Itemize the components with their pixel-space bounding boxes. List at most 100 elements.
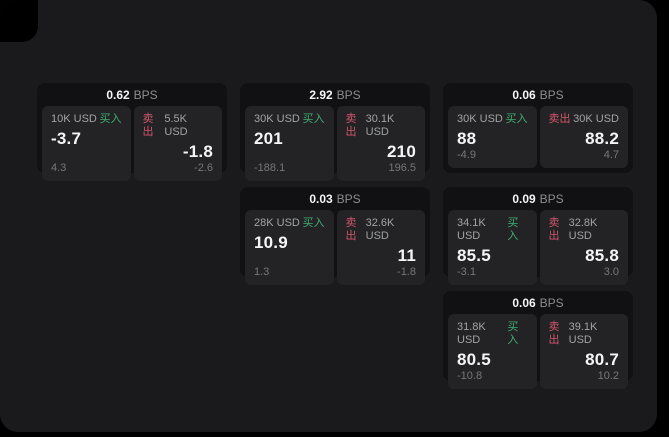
sell-delta: -1.8 [397,266,416,278]
card-body: 28K USD 买入 10.9 1.3 卖出 32.6K USD 11 -1.8 [245,210,425,285]
sell-label-row: 卖出 32.8K USD [549,217,620,243]
bps-value: 0.09 [512,192,536,206]
buy-amount: 28K USD [254,217,300,229]
buy-price: 88 [457,129,477,148]
buy-amount: 30K USD [254,113,300,125]
buy-delta: 4.3 [51,162,67,174]
buy-panel[interactable]: 10K USD 买入 -3.7 4.3 [42,106,131,181]
quote-card-4: 0.03 BPS 28K USD 买入 10.9 1.3 卖出 32.6K US… [240,187,430,285]
sell-delta: 196.5 [388,162,416,174]
buy-delta: -188.1 [254,162,286,174]
buy-side-label: 买入 [99,113,122,125]
card-header: 0.09 BPS [448,191,628,208]
card-header: 0.06 BPS [448,295,628,312]
sell-amount: 32.8K USD [568,217,598,242]
sell-price: 85.8 [585,246,619,265]
bps-value: 0.06 [512,88,536,102]
sell-price: 210 [387,142,416,161]
bps-unit-label: BPS [133,88,158,102]
sell-delta: 3.0 [603,266,619,278]
sell-panel[interactable]: 卖出 5.5K USD -1.8 -2.6 [133,106,222,181]
card-body: 31.8K USD 买入 80.5 -10.8 卖出 39.1K USD 80.… [448,314,628,389]
buy-price: 10.9 [254,233,288,252]
buy-panel[interactable]: 34.1K USD 买入 85.5 -3.1 [448,210,537,285]
buy-delta: 1.3 [254,266,270,278]
card-header: 0.62 BPS [42,87,222,104]
corner-overlay [0,0,38,42]
main-panel: 0.62 BPS 10K USD 买入 -3.7 4.3 卖出 5.5K USD [0,0,657,432]
buy-amount: 10K USD [51,113,97,125]
sell-panel[interactable]: 卖出 30K USD 88.2 4.7 [539,106,628,168]
sell-panel[interactable]: 卖出 39.1K USD 80.7 10.2 [539,314,628,389]
buy-delta: -4.9 [457,149,476,161]
sell-amount: 32.6K USD [365,217,395,242]
sell-price: -1.8 [182,142,213,161]
buy-label-row: 34.1K USD 买入 [457,217,528,243]
sell-label-row: 卖出 5.5K USD [143,113,214,139]
buy-delta: -10.8 [457,370,483,382]
bps-unit-label: BPS [336,192,361,206]
bps-value: 2.92 [309,88,333,102]
bps-value: 0.03 [309,192,333,206]
buy-side-label: 买入 [507,217,519,242]
buy-label-row: 30K USD 买入 [457,113,528,126]
bps-unit-label: BPS [336,88,361,102]
card-body: 30K USD 买入 88 -4.9 卖出 30K USD 88.2 4.7 [448,106,628,168]
quote-card-6: 0.06 BPS 31.8K USD 买入 80.5 -10.8 卖出 39.1… [443,291,633,389]
sell-label-row: 卖出 30.1K USD [346,113,417,139]
bps-unit-label: BPS [539,296,564,310]
buy-panel[interactable]: 30K USD 买入 201 -188.1 [245,106,334,181]
sell-price: 11 [397,246,416,265]
quote-card-1: 0.62 BPS 10K USD 买入 -3.7 4.3 卖出 5.5K USD [37,83,227,181]
quote-card-3: 0.06 BPS 30K USD 买入 88 -4.9 卖出 30K USD [443,83,633,173]
buy-label-row: 30K USD 买入 [254,113,325,126]
sell-delta: 4.7 [603,149,619,161]
card-header: 0.03 BPS [245,191,425,208]
bps-value: 0.06 [512,296,536,310]
card-header: 2.92 BPS [245,87,425,104]
buy-price: 85.5 [457,246,491,265]
sell-amount: 30.1K USD [365,113,395,138]
sell-panel[interactable]: 卖出 32.8K USD 85.8 3.0 [539,210,628,285]
bps-unit-label: BPS [539,192,564,206]
buy-delta: -3.1 [457,266,476,278]
sell-side-label: 卖出 [548,217,560,242]
quote-card-5: 0.09 BPS 34.1K USD 买入 85.5 -3.1 卖出 32.8K… [443,187,633,285]
sell-delta: -2.6 [194,162,213,174]
buy-amount: 34.1K USD [457,217,486,242]
card-body: 10K USD 买入 -3.7 4.3 卖出 5.5K USD -1.8 -2.… [42,106,222,181]
buy-label-row: 10K USD 买入 [51,113,122,126]
quote-card-2: 2.92 BPS 30K USD 买入 201 -188.1 卖出 30.1K … [240,83,430,181]
sell-amount: 5.5K USD [164,113,188,138]
sell-side-label: 卖出 [345,217,357,242]
sell-label-row: 卖出 32.6K USD [346,217,417,243]
card-body: 34.1K USD 买入 85.5 -3.1 卖出 32.8K USD 85.8… [448,210,628,285]
buy-side-label: 买入 [302,217,325,229]
buy-price: 201 [254,129,283,148]
buy-panel[interactable]: 28K USD 买入 10.9 1.3 [245,210,334,285]
buy-price: 80.5 [457,350,491,369]
sell-panel[interactable]: 卖出 32.6K USD 11 -1.8 [336,210,425,285]
card-body: 30K USD 买入 201 -188.1 卖出 30.1K USD 210 1… [245,106,425,181]
buy-price: -3.7 [51,129,82,148]
sell-price: 80.7 [585,350,619,369]
bps-value: 0.62 [106,88,130,102]
sell-delta: 10.2 [597,370,619,382]
buy-amount: 31.8K USD [457,321,486,346]
sell-side-label: 卖出 [142,113,154,138]
sell-side-label: 卖出 [345,113,357,138]
sell-price: 88.2 [585,129,619,148]
sell-amount: 39.1K USD [568,321,598,346]
buy-amount: 30K USD [457,113,503,125]
card-header: 0.06 BPS [448,87,628,104]
buy-label-row: 31.8K USD 买入 [457,321,528,347]
buy-panel[interactable]: 31.8K USD 买入 80.5 -10.8 [448,314,537,389]
sell-side-label: 卖出 [548,113,571,125]
quote-grid: 0.62 BPS 10K USD 买入 -3.7 4.3 卖出 5.5K USD [37,83,633,389]
buy-panel[interactable]: 30K USD 买入 88 -4.9 [448,106,537,168]
sell-amount: 30K USD [573,113,619,125]
buy-label-row: 28K USD 买入 [254,217,325,230]
sell-panel[interactable]: 卖出 30.1K USD 210 196.5 [336,106,425,181]
sell-side-label: 卖出 [548,321,560,346]
